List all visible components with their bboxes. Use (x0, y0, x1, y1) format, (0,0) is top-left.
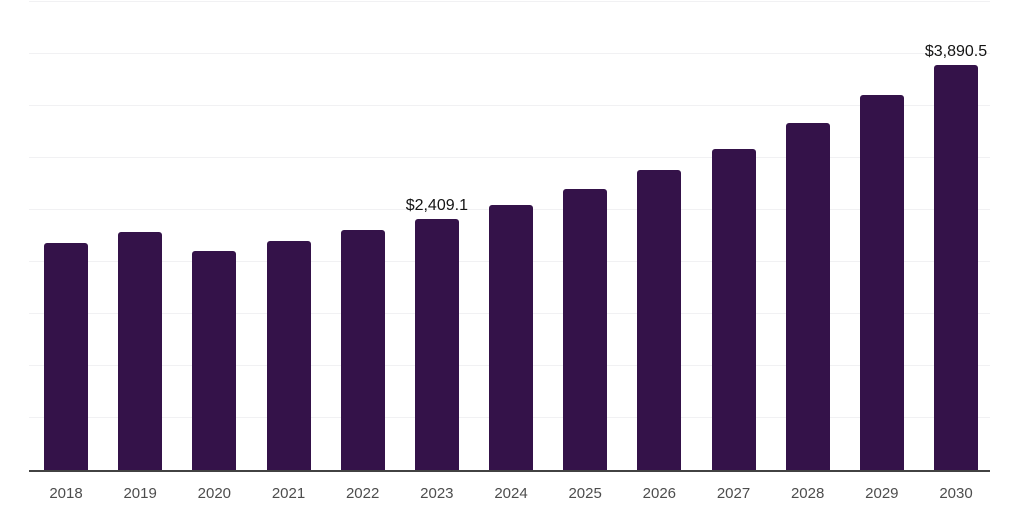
bar-2022 (340, 229, 385, 470)
bar-2029 (859, 94, 904, 470)
bar-2030 (934, 65, 978, 470)
bar-value-label-2023: $2,409.1 (405, 197, 468, 215)
x-tick-label-2026: 2026 (642, 485, 677, 502)
x-tick-label-2020: 2020 (197, 485, 232, 502)
bar-2027 (711, 148, 756, 470)
bar-2023 (414, 219, 459, 470)
x-tick-label-2024: 2024 (494, 485, 528, 502)
bar-2028 (785, 122, 830, 470)
x-tick-label-2029: 2029 (865, 485, 899, 502)
bar-2025 (563, 189, 608, 470)
gridline (29, 1, 990, 2)
bar-2021 (266, 241, 311, 470)
x-tick-label-2023: 2023 (420, 485, 454, 502)
bar-2018 (44, 243, 88, 470)
bar-2026 (637, 170, 682, 470)
x-tick-label-2019: 2019 (123, 485, 157, 502)
gridline (29, 105, 990, 106)
bar-2020 (192, 250, 237, 470)
bar-value-label-2030: $3,890.5 (924, 43, 988, 61)
plot-area: $2,409.1 $3,890.5 (29, 1, 990, 472)
bar-2019 (118, 231, 163, 470)
gridline (29, 157, 990, 158)
x-tick-label-2025: 2025 (568, 485, 602, 502)
bar-2024 (489, 204, 533, 470)
x-tick-label-2028: 2028 (790, 485, 825, 502)
x-tick-label-2022: 2022 (345, 485, 380, 502)
x-axis-line (29, 470, 990, 472)
gridline (29, 53, 990, 54)
x-tick-label-2018: 2018 (49, 485, 83, 502)
x-tick-label-2030: 2030 (939, 485, 973, 502)
x-tick-label-2021: 2021 (271, 485, 306, 502)
x-tick-label-2027: 2027 (716, 485, 751, 502)
